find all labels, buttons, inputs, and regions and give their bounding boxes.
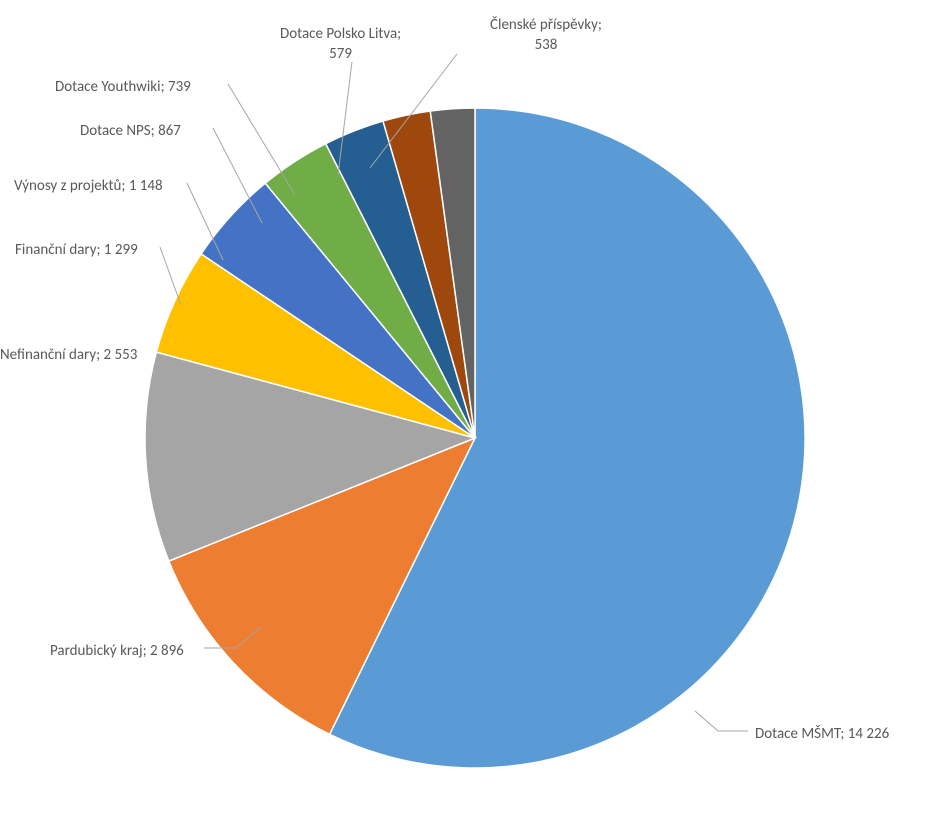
slice-label: Nefinanční dary; 2 553 xyxy=(0,346,137,366)
slice-label: Členské příspěvky;538 xyxy=(490,16,602,55)
slice-label: Dotace Youthwiki; 739 xyxy=(55,78,191,98)
slice-label: Dotace MŠMT; 14 226 xyxy=(755,725,889,745)
slice-label: Pardubický kraj; 2 896 xyxy=(50,642,184,662)
slice-label: Výnosy z projektů; 1 148 xyxy=(14,177,163,197)
slice-label: Dotace NPS; 867 xyxy=(80,122,181,142)
leader-line xyxy=(160,247,181,305)
pie-chart-container: Dotace MŠMT; 14 226 Pardubický kraj; 2 89… xyxy=(0,0,941,832)
leader-line xyxy=(228,84,295,195)
slice-label: Finanční dary; 1 299 xyxy=(15,241,138,261)
leader-line xyxy=(695,711,748,731)
slice-label: Dotace Polsko Litva;579 xyxy=(280,25,401,64)
